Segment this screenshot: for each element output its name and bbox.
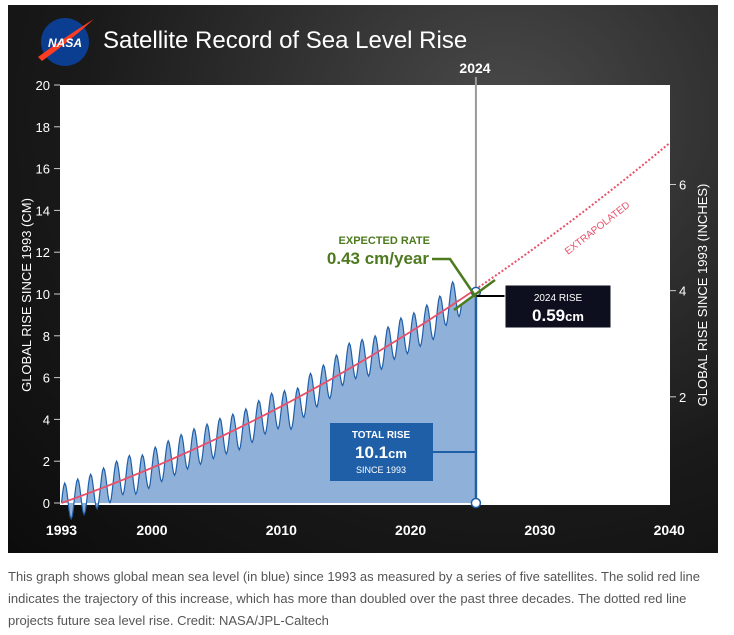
- expected-rate-value: 0.43 cm/year: [327, 249, 429, 268]
- total-rise-since: SINCE 1993: [356, 465, 406, 475]
- y-tick-label: 2: [43, 454, 50, 469]
- x-tick-label: 2020: [395, 522, 426, 538]
- sea-level-chart: NASA Satellite Record of Sea Level Rise …: [19, 18, 710, 538]
- expected-rate-label: EXPECTED RATE: [339, 235, 430, 247]
- chart-figure: NASA Satellite Record of Sea Level Rise …: [8, 5, 718, 553]
- x-tick-label: 2040: [654, 522, 685, 538]
- y-tick-label: 8: [43, 329, 50, 344]
- y-tick-label: 20: [36, 78, 50, 93]
- observed-line: [60, 280, 462, 521]
- chart-title: Satellite Record of Sea Level Rise: [103, 27, 467, 54]
- y-tick-label: 18: [36, 120, 50, 135]
- figure-caption: This graph shows global mean sea level (…: [8, 569, 701, 628]
- trend-line: [61, 288, 476, 504]
- y-right-tick-label: 2: [679, 390, 686, 405]
- y-tick-label: 0: [43, 496, 50, 511]
- rise-2024-box: 2024 RISE 0.59cm: [504, 284, 612, 329]
- rise-2024-unit: cm: [565, 309, 584, 324]
- svg-text:0.59cm: 0.59cm: [532, 306, 584, 325]
- marker-year-label: 2024: [459, 60, 490, 76]
- svg-text:NASA: NASA: [48, 36, 82, 50]
- total-rise-value: 10.1: [355, 443, 388, 462]
- x-tick-label: 2030: [524, 522, 555, 538]
- rise-2024-label: 2024 RISE: [534, 293, 583, 304]
- total-rise-unit: cm: [388, 446, 407, 461]
- rise-2024-value: 0.59: [532, 306, 565, 325]
- expected-rate-leader: [432, 257, 477, 298]
- y-right-axis-label: GLOBAL RISE SINCE 1993 (INCHES): [695, 184, 710, 407]
- total-rise-label: TOTAL RISE: [352, 430, 411, 441]
- extrapolated-line: [474, 142, 670, 291]
- y-tick-label: 10: [36, 287, 50, 302]
- y-tick-label: 6: [43, 371, 50, 386]
- y-axis-label: GLOBAL RISE SINCE 1993 (CM): [19, 198, 34, 392]
- y-tick-label: 4: [43, 412, 50, 427]
- y-right-tick-label: 4: [679, 284, 686, 299]
- marker-circle-bottom: [470, 497, 482, 509]
- total-rise-box: TOTAL RISE 10.1cm SINCE 1993: [330, 423, 433, 481]
- y-tick-label: 12: [36, 245, 50, 260]
- y-tick-label: 16: [36, 162, 50, 177]
- svg-text:10.1cm: 10.1cm: [355, 443, 407, 462]
- x-tick-label: 2000: [136, 522, 167, 538]
- y-right-tick-label: 6: [679, 177, 686, 192]
- nasa-logo: NASA: [38, 18, 94, 66]
- x-tick-label: 1993: [46, 522, 77, 538]
- y-tick-label: 14: [36, 203, 50, 218]
- x-tick-label: 2010: [266, 522, 297, 538]
